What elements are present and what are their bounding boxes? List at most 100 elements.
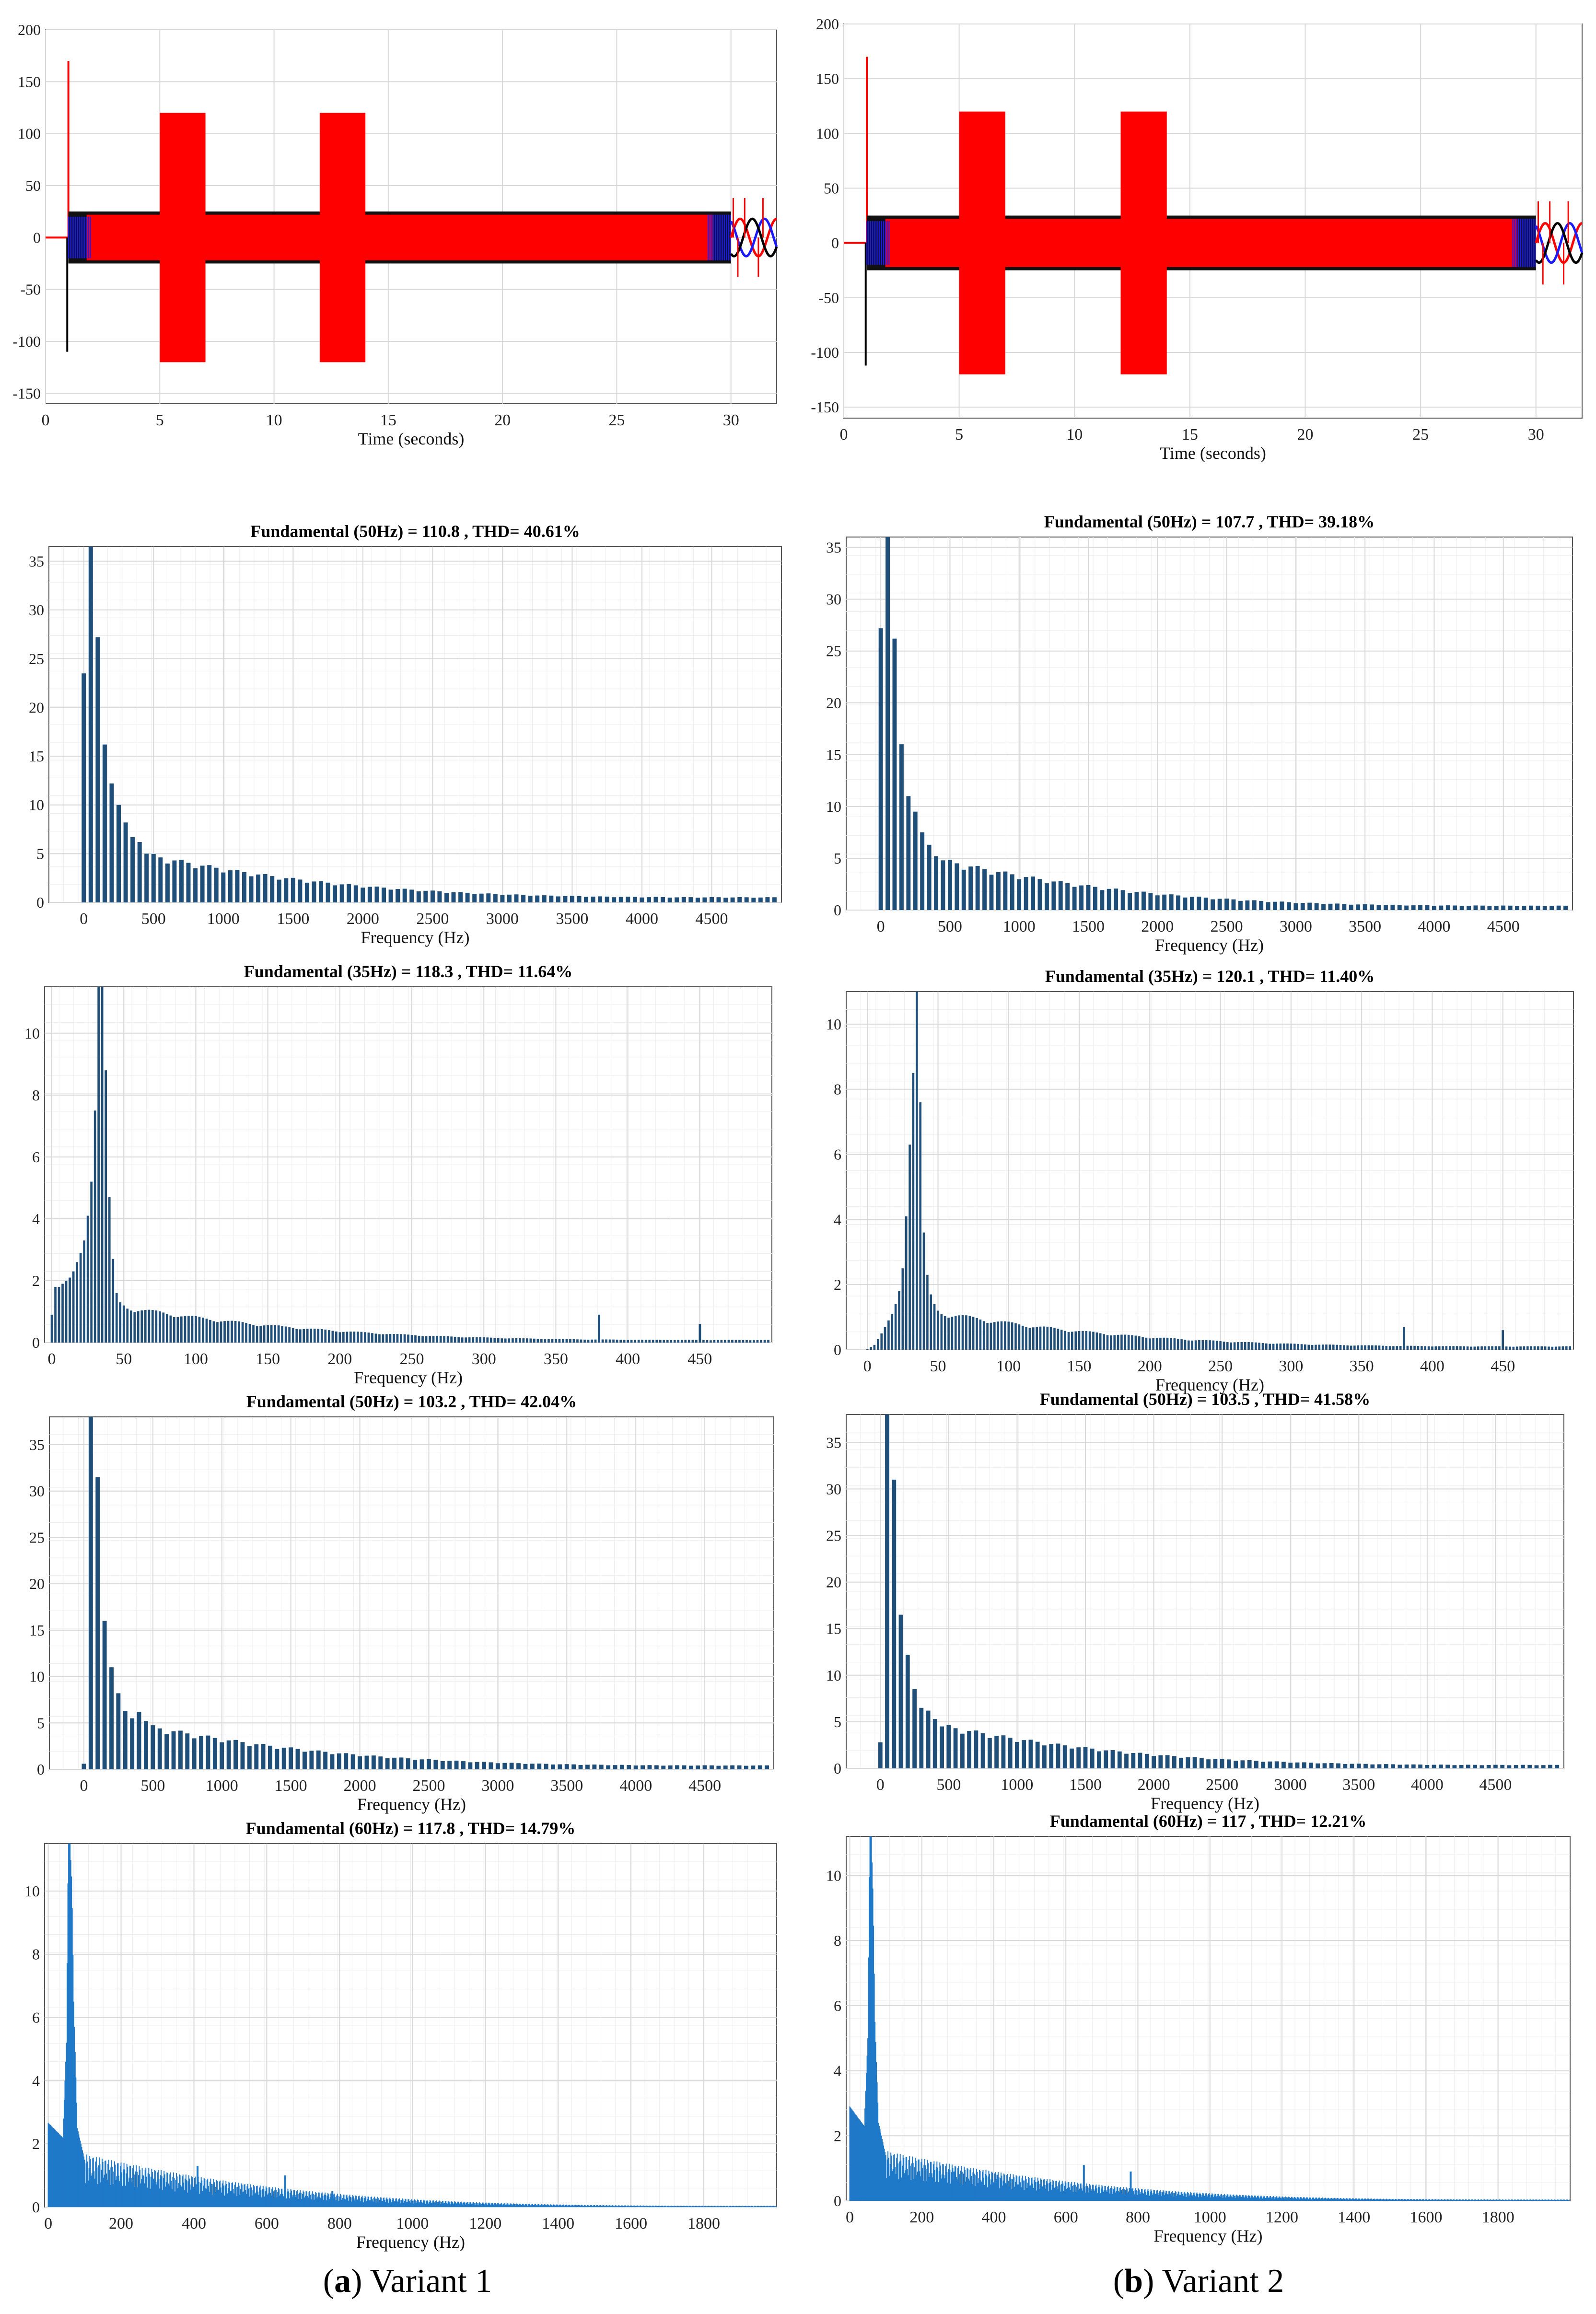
spectrum-bar: [230, 2191, 231, 2207]
spectrum-bar: [443, 2203, 444, 2207]
spectrum-bar: [1515, 2200, 1517, 2201]
spectrum-bar: [1346, 1345, 1349, 1350]
spectrum-bar: [1196, 2193, 1197, 2201]
spectrum-bar: [203, 2185, 204, 2207]
spectrum-bar: [403, 2202, 405, 2207]
spectrum-bar: [1386, 2198, 1387, 2201]
spectrum-bar: [1355, 2198, 1357, 2201]
x-tick-label: 0: [863, 1357, 872, 1375]
y-tick-label: 4: [834, 1211, 841, 1228]
spectrum-bar: [1227, 2195, 1229, 2201]
spectrum-bar: [1556, 2200, 1557, 2201]
spectrum-bar: [984, 2185, 985, 2201]
spectrum-bar: [461, 1761, 466, 1769]
spectrum-bar: [1266, 902, 1270, 910]
spectrum-bar: [1068, 2182, 1070, 2201]
spectrum-bar: [1309, 1763, 1313, 1768]
spectrum-bar: [1169, 894, 1174, 910]
spectrum-bar: [915, 2158, 916, 2201]
spectrum-bar: [1464, 2199, 1466, 2201]
spectrum-bar: [1287, 2197, 1288, 2201]
spectrum-bar: [1541, 1765, 1546, 1768]
y-tick-label: 0: [834, 2192, 841, 2209]
spectrum-bar: [537, 1764, 542, 1769]
spectrum-bar: [1240, 1342, 1243, 1350]
spectrum-bar: [1047, 2179, 1048, 2201]
spectrum-bar: [343, 2195, 345, 2207]
spectrum-bar: [394, 2201, 395, 2207]
spectrum-bar: [382, 1334, 384, 1343]
spectrum-bar: [1109, 2193, 1110, 2201]
spectrum-bar: [1247, 2196, 1249, 2201]
x-tick-label: 400: [1420, 1357, 1445, 1375]
spectrum-bar: [1550, 2199, 1551, 2201]
spectrum-bar: [1431, 1346, 1433, 1350]
spectrum-bar: [1377, 1764, 1382, 1768]
spectrum-bar: [1140, 2192, 1142, 2201]
spectrum-bar: [287, 2191, 288, 2207]
spectrum-bar: [377, 2197, 378, 2207]
spectrum-bar: [1382, 1345, 1384, 1350]
y-tick-label: 0: [32, 1334, 40, 1351]
spectrum-bar: [688, 2206, 689, 2207]
spectrum-bar: [882, 2139, 883, 2201]
spectrum-bar: [1484, 1346, 1487, 1350]
spectrum-bar: [528, 896, 533, 902]
spectrum-bar: [386, 2197, 388, 2207]
spectrum-bar: [1069, 2187, 1070, 2201]
spectrum-bar: [87, 2162, 88, 2207]
spectrum-bar: [1234, 1761, 1238, 1768]
spectrum-bar: [537, 2204, 538, 2207]
spectrum-bar: [629, 2206, 631, 2207]
spectrum-bar: [761, 2206, 762, 2207]
spectrum-bar: [295, 1329, 298, 1343]
spectrum-bar: [391, 2200, 393, 2207]
spectrum-bar: [942, 2164, 944, 2201]
spectrum-bar: [1289, 2198, 1291, 2201]
spectrum-bar: [64, 2099, 65, 2207]
spectrum-bar: [536, 1339, 539, 1343]
spectrum-bar: [1494, 2199, 1495, 2201]
spectrum-bar: [392, 2198, 394, 2207]
spectrum-bar: [364, 1332, 366, 1343]
spectrum-bar: [1041, 2186, 1043, 2201]
spectrum-bar: [1455, 2200, 1456, 2201]
spectrum-bar: [739, 2206, 740, 2207]
spectrum-bar: [1519, 2200, 1520, 2201]
spectrum-bar: [1405, 2199, 1407, 2201]
spectrum-bar: [468, 2204, 469, 2207]
spectrum-bar: [76, 2103, 77, 2207]
spectrum-bar: [964, 2170, 966, 2201]
spectrum-bar: [1402, 2199, 1404, 2201]
spectrum-bar: [656, 2206, 657, 2207]
spectrum-bar: [233, 2189, 234, 2207]
spectrum-bar: [1424, 1346, 1426, 1350]
spectrum-bar: [342, 2197, 343, 2207]
spectrum-bar: [1064, 2185, 1065, 2201]
spectrum-bar: [990, 1322, 992, 1350]
spectrum-bar: [339, 884, 344, 902]
spectrum-bar: [909, 1145, 911, 1350]
spectrum-bar: [416, 2201, 418, 2207]
spectrum-bar: [381, 2200, 383, 2207]
spectrum-bar: [1213, 2195, 1215, 2201]
spectrum-bar: [1256, 2197, 1258, 2201]
spectrum-bar: [47, 2123, 49, 2207]
spectrum-bar: [612, 2205, 614, 2207]
spectrum-bar: [1453, 2199, 1454, 2201]
spectrum-bar: [953, 1728, 958, 1768]
spectrum-bar: [1372, 2199, 1374, 2201]
spectrum-bar: [737, 2206, 739, 2207]
spectrum-bar: [561, 2206, 562, 2207]
spectrum-bar: [724, 1340, 726, 1343]
spectrum-bar: [469, 2202, 471, 2207]
spectrum-bar: [736, 2206, 737, 2207]
spectrum-bar: [1100, 2193, 1101, 2201]
x-tick-label: 2000: [344, 1777, 376, 1795]
spectrum-bar: [1188, 2196, 1190, 2201]
spectrum-bar: [475, 2203, 477, 2207]
x-tick-label: 4000: [619, 1777, 652, 1795]
spectrum-bar: [1335, 2198, 1336, 2201]
spectrum-bar: [1087, 2192, 1089, 2201]
spectrum-bar: [450, 1336, 453, 1343]
